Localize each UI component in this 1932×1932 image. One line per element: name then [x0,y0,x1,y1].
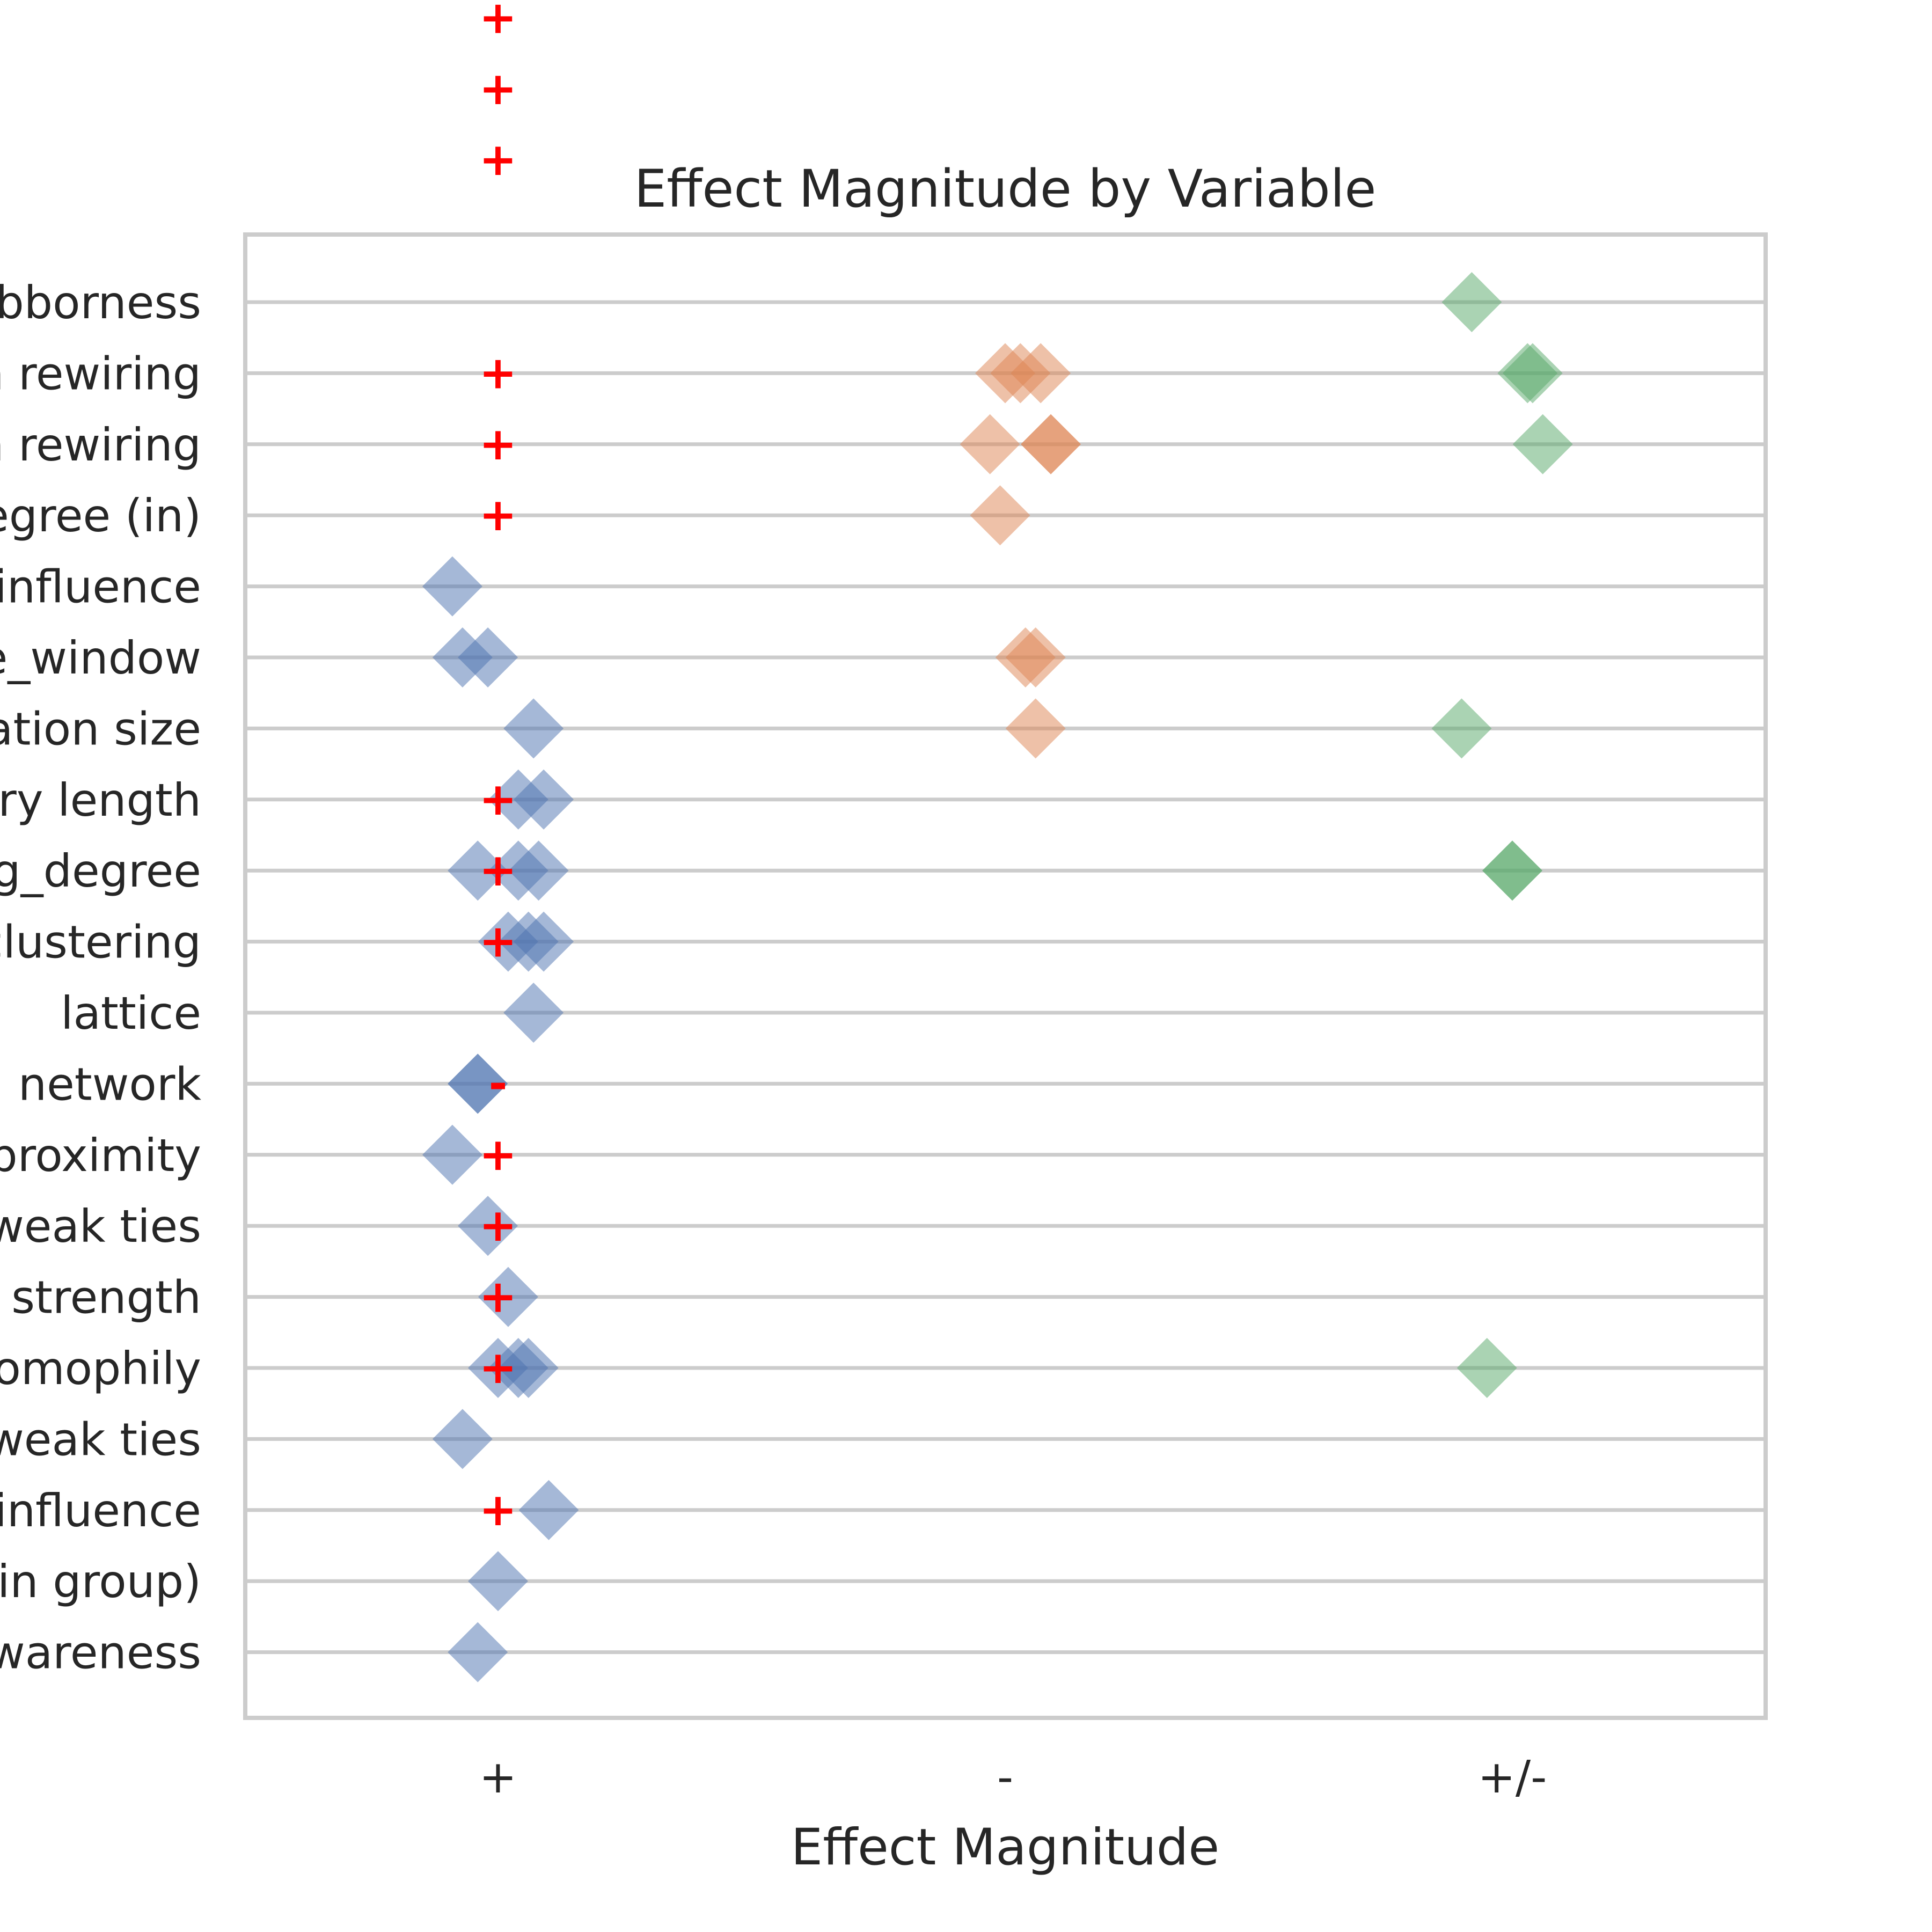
data-point [422,556,482,617]
data-point [448,1622,508,1682]
significance-marker: + [479,915,517,968]
significance-marker: + [479,418,517,470]
data-point [1502,343,1563,404]
significance-marker: - [489,1057,508,1109]
y-tick-label: bborness [0,276,201,329]
significance-marker: + [479,346,517,399]
significance-marker: + [479,844,517,896]
y-tick-label: egree (in) [0,489,201,542]
y-tick-label: clustering [0,916,201,969]
chart-title: Effect Magnitude by Variable [634,159,1377,219]
points-layer [422,272,1573,1682]
y-tick-label: ation size [0,702,201,755]
significance-marker: + [479,1270,517,1323]
x-tick-labels: + - +/- [479,1751,1547,1803]
y-tick-label: influence [0,1484,201,1537]
data-point [468,1551,528,1612]
y-tick-label: e_window [0,632,201,684]
y-tick-label: omophily [0,1342,201,1395]
data-point [478,1267,538,1327]
data-point [1011,343,1071,404]
y-tick-label: weak ties [0,1413,201,1466]
significance-marker: + [479,62,517,115]
data-point [1431,698,1492,759]
y-tick-label: weak ties [0,1200,201,1253]
plot-frame [243,232,1768,1720]
markers-layer: + + + + + + + + + - + + + + + [479,0,517,1536]
y-tick-label: g network [0,1058,201,1110]
data-point [1512,414,1573,474]
x-tick-label: - [997,1751,1013,1803]
y-tick-label: ory length [0,774,201,826]
y-tick-label: (in group) [0,1555,201,1608]
significance-marker: + [479,1483,517,1536]
data-point [1005,698,1066,759]
data-point [422,1124,482,1185]
data-point [458,1196,518,1256]
data-point [503,698,564,759]
y-tick-label: wareness [0,1627,201,1679]
x-tick-label: + [479,1751,517,1803]
data-point [503,983,564,1043]
significance-marker: + [479,1199,517,1252]
data-point [518,1480,579,1540]
data-point [432,1409,493,1469]
significance-marker: + [479,133,517,186]
data-point [458,627,518,687]
data-point [514,769,574,830]
data-point [960,414,1020,474]
y-tick-label: g_degree [0,845,201,897]
data-point [1021,414,1081,474]
significance-marker: + [479,488,517,541]
significance-marker: + [479,1341,517,1394]
y-tick-label: lattice [61,987,201,1040]
significance-marker: + [479,1128,517,1181]
y-tick-label: n rewiring [0,419,201,471]
y-tick-label: proximity [0,1129,201,1182]
data-point [448,840,508,901]
data-point [1482,840,1542,901]
data-point [448,1053,508,1114]
data-point [498,1338,559,1398]
data-point [1457,1338,1517,1398]
x-tick-label: +/- [1478,1751,1547,1803]
data-point [970,485,1030,546]
significance-marker: + [479,0,517,43]
y-tick-labels: bborness n rewiring n rewiring egree (in) in… [0,276,201,1679]
data-point [1441,272,1502,332]
y-tick-label: e strength [0,1271,201,1324]
data-point [514,911,574,972]
data-point [1005,627,1066,687]
data-point [508,840,569,901]
significance-marker: + [479,773,517,825]
x-axis-label: Effect Magnitude [791,1818,1219,1877]
y-tick-label: n rewiring [0,347,201,400]
y-tick-label: influence [0,561,201,613]
